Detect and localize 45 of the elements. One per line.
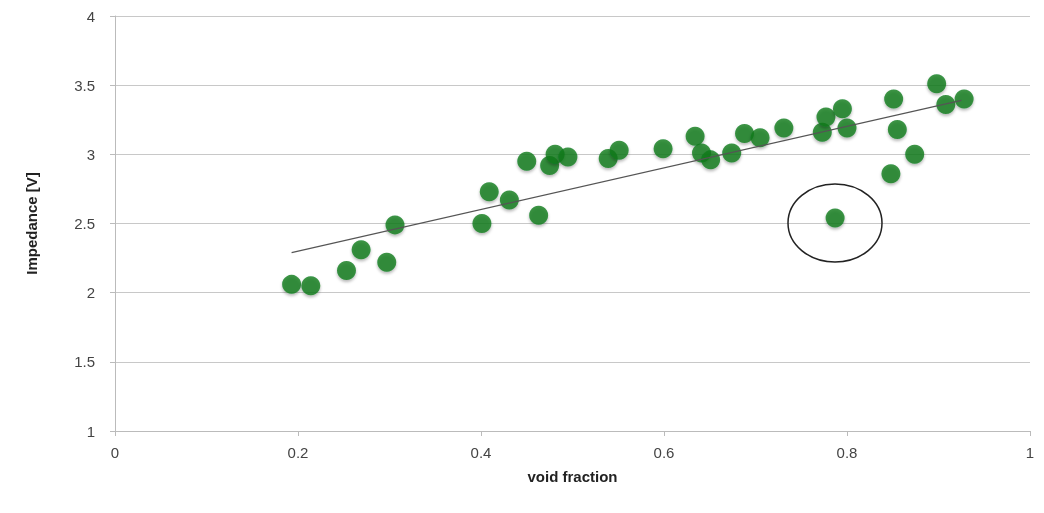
x-tick-label: 0.4 xyxy=(470,444,492,461)
point xyxy=(881,164,901,184)
y-tick-label: 2.5 xyxy=(74,215,95,232)
point xyxy=(653,139,673,159)
point xyxy=(884,89,904,109)
point xyxy=(954,89,974,109)
point xyxy=(517,151,537,171)
x-tick-label: 0 xyxy=(110,444,120,461)
point xyxy=(685,126,705,146)
y-tick-label: 3.5 xyxy=(74,76,95,94)
point xyxy=(735,124,755,144)
point xyxy=(558,147,578,167)
point xyxy=(936,95,956,115)
y-axis-title: Impedance [V] xyxy=(23,172,40,275)
point xyxy=(927,74,947,94)
y-tick-label: 4 xyxy=(86,7,95,25)
x-tick-label: 0.2 xyxy=(287,444,309,461)
x-tick-label: 1 xyxy=(1025,444,1035,461)
y-tick-label: 2 xyxy=(86,284,95,302)
point xyxy=(905,144,925,164)
point xyxy=(301,276,321,296)
point xyxy=(351,240,371,260)
y-tick-label: 1 xyxy=(86,422,95,440)
point xyxy=(832,99,852,119)
point xyxy=(816,107,836,127)
point xyxy=(479,182,499,202)
point xyxy=(609,140,629,160)
point xyxy=(701,150,721,170)
point xyxy=(825,208,845,228)
x-axis-title: void fraction xyxy=(527,468,618,485)
point xyxy=(529,205,549,225)
point xyxy=(337,261,356,281)
x-tick-label: 0.8 xyxy=(836,444,858,461)
y-tick-label: 1.5 xyxy=(74,353,95,371)
point xyxy=(472,214,492,233)
point xyxy=(887,119,907,139)
point xyxy=(722,143,742,163)
point xyxy=(377,252,397,272)
point xyxy=(282,274,302,294)
point xyxy=(774,118,794,138)
point xyxy=(750,128,770,148)
point xyxy=(499,190,519,210)
x-tick-label: 0.6 xyxy=(653,444,675,461)
y-tick-label: 3 xyxy=(86,145,95,163)
point xyxy=(385,215,405,235)
